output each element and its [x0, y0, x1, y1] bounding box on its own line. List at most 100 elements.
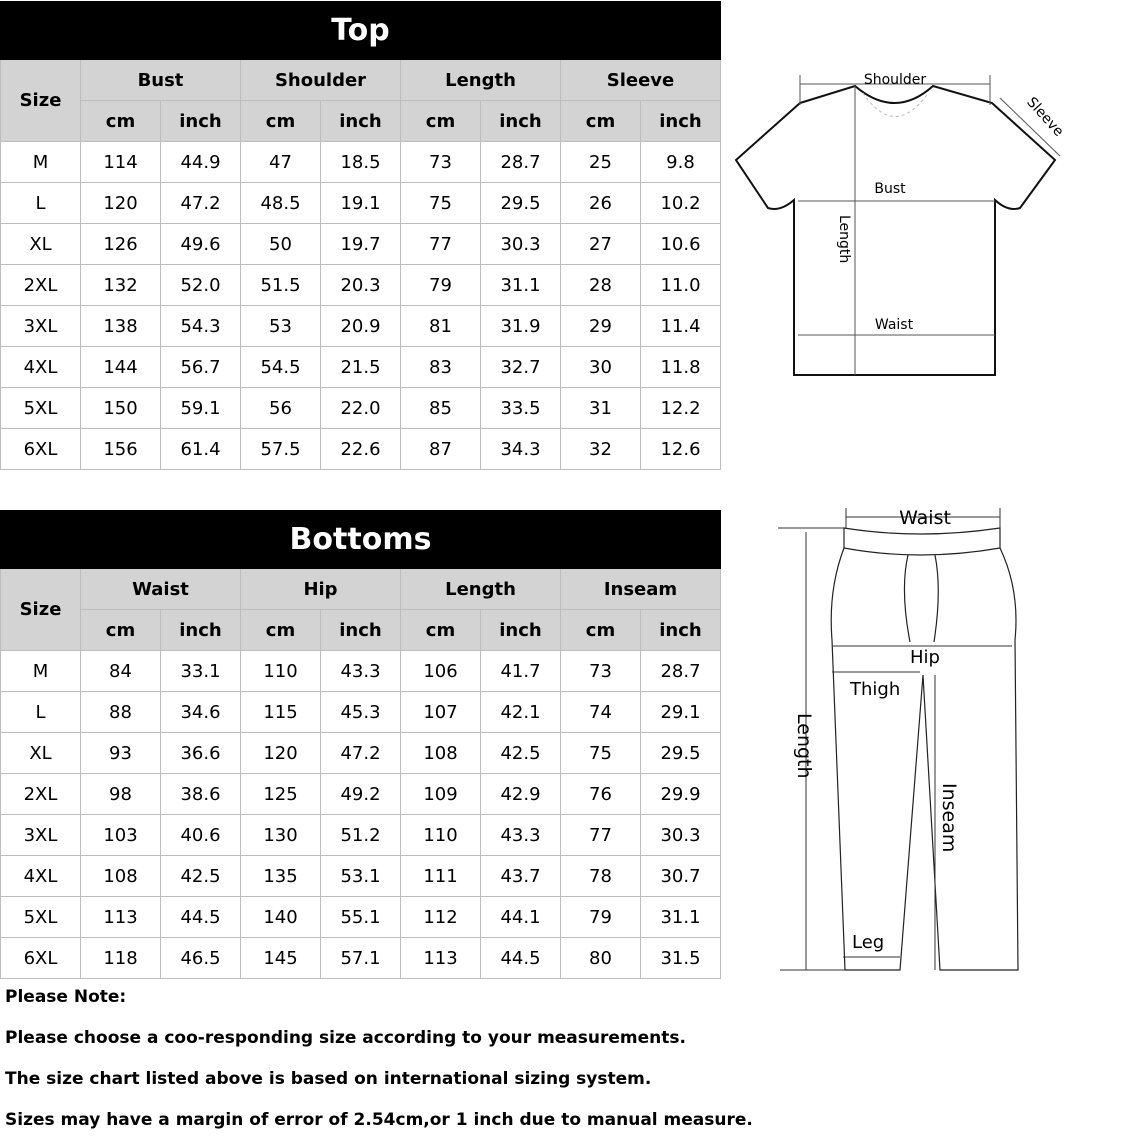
- table-cell: 120: [80, 182, 161, 224]
- size-cell: 5XL: [0, 387, 81, 429]
- table-cell: 138: [80, 305, 161, 347]
- table-cell: 111: [400, 855, 481, 897]
- size-cell: 3XL: [0, 814, 81, 856]
- table-cell: 41.7: [480, 650, 561, 692]
- column-group-header: Waist: [80, 568, 241, 610]
- unit-header: inch: [480, 609, 561, 651]
- size-cell: XL: [0, 223, 81, 265]
- table-cell: 31.1: [480, 264, 561, 306]
- table-cell: 52.0: [160, 264, 241, 306]
- table-cell: 56.7: [160, 346, 241, 388]
- table-cell: 132: [80, 264, 161, 306]
- table-title: Bottoms: [0, 510, 721, 569]
- unit-header: inch: [160, 609, 241, 651]
- bottoms-size-table: Bottoms Size Waist Hip Length Inseam cm inch cm i…: [0, 510, 721, 979]
- column-group-header: Hip: [240, 568, 401, 610]
- table-cell: 108: [80, 855, 161, 897]
- size-cell: 3XL: [0, 305, 81, 347]
- table-cell: 29.1: [640, 691, 721, 733]
- table-cell: 31.9: [480, 305, 561, 347]
- shoulder-label: Shoulder: [864, 72, 927, 88]
- table-cell: 87: [400, 428, 481, 470]
- table-cell: 115: [240, 691, 321, 733]
- table-cell: 107: [400, 691, 481, 733]
- unit-header: cm: [560, 609, 641, 651]
- table-cell: 43.3: [480, 814, 561, 856]
- table-cell: 88: [80, 691, 161, 733]
- table-row: XL 126 49.6 50 19.7 77 30.3 27 10.6: [0, 223, 721, 265]
- size-cell: L: [0, 182, 81, 224]
- table-cell: 47: [240, 141, 321, 183]
- sleeve-label: Sleeve: [1023, 94, 1066, 140]
- table-cell: 32.7: [480, 346, 561, 388]
- table-row: 6XL 118 46.5 145 57.1 113 44.5 80 31.5: [0, 937, 721, 979]
- table-cell: 30: [560, 346, 641, 388]
- table-cell: 42.9: [480, 773, 561, 815]
- table-cell: 83: [400, 346, 481, 388]
- table-cell: 25: [560, 141, 641, 183]
- thigh-label: Thigh: [849, 679, 900, 700]
- table-cell: 75: [400, 182, 481, 224]
- table-cell: 40.6: [160, 814, 241, 856]
- size-cell: 4XL: [0, 855, 81, 897]
- unit-header: inch: [640, 100, 721, 142]
- table-title: Top: [0, 1, 721, 60]
- size-cell: M: [0, 650, 81, 692]
- table-cell: 11.8: [640, 346, 721, 388]
- table-cell: 57.1: [320, 937, 401, 979]
- table-row: 3XL 103 40.6 130 51.2 110 43.3 77 30.3: [0, 814, 721, 856]
- table-cell: 28.7: [640, 650, 721, 692]
- table-cell: 77: [560, 814, 641, 856]
- table-cell: 30.3: [480, 223, 561, 265]
- unit-header: cm: [240, 609, 321, 651]
- table-cell: 42.5: [480, 732, 561, 774]
- table-cell: 31.1: [640, 896, 721, 938]
- table-cell: 49.6: [160, 223, 241, 265]
- inseam-label: Inseam: [938, 783, 960, 852]
- table-cell: 113: [400, 937, 481, 979]
- table-cell: 135: [240, 855, 321, 897]
- table-row: 4XL 108 42.5 135 53.1 111 43.7 78 30.7: [0, 855, 721, 897]
- table-cell: 44.5: [480, 937, 561, 979]
- table-cell: 30.3: [640, 814, 721, 856]
- note-line: Please choose a coo-responding size acco…: [5, 1028, 686, 1048]
- unit-header: cm: [240, 100, 321, 142]
- table-row: L 88 34.6 115 45.3 107 42.1 74 29.1: [0, 691, 721, 733]
- column-group-header: Length: [400, 568, 561, 610]
- size-cell: L: [0, 691, 81, 733]
- table-cell: 11.4: [640, 305, 721, 347]
- size-header: Size: [0, 568, 81, 651]
- table-cell: 18.5: [320, 141, 401, 183]
- table-cell: 9.8: [640, 141, 721, 183]
- table-cell: 75: [560, 732, 641, 774]
- table-cell: 36.6: [160, 732, 241, 774]
- table-cell: 79: [400, 264, 481, 306]
- table-row: 2XL 98 38.6 125 49.2 109 42.9 76 29.9: [0, 773, 721, 815]
- column-group-header: Shoulder: [240, 59, 401, 101]
- table-cell: 112: [400, 896, 481, 938]
- length-label: Length: [836, 215, 852, 263]
- table-cell: 26: [560, 182, 641, 224]
- table-cell: 73: [400, 141, 481, 183]
- unit-header: inch: [320, 100, 401, 142]
- table-cell: 57.5: [240, 428, 321, 470]
- tshirt-diagram: Shoulder Sleeve Bust Waist Length: [734, 72, 1067, 376]
- leg-label: Leg: [852, 932, 884, 953]
- table-cell: 29.5: [640, 732, 721, 774]
- table-cell: 19.1: [320, 182, 401, 224]
- table-row: 3XL 138 54.3 53 20.9 81 31.9 29 11.4: [0, 305, 721, 347]
- table-cell: 51.5: [240, 264, 321, 306]
- table-cell: 118: [80, 937, 161, 979]
- table-cell: 110: [240, 650, 321, 692]
- table-cell: 74: [560, 691, 641, 733]
- table-cell: 80: [560, 937, 641, 979]
- unit-header: inch: [320, 609, 401, 651]
- table-cell: 54.5: [240, 346, 321, 388]
- column-group-header: Length: [400, 59, 561, 101]
- size-header: Size: [0, 59, 81, 142]
- table-cell: 22.6: [320, 428, 401, 470]
- waist-label: Waist: [899, 507, 951, 529]
- bust-label: Bust: [874, 181, 906, 197]
- table-cell: 42.1: [480, 691, 561, 733]
- column-group-header: Bust: [80, 59, 241, 101]
